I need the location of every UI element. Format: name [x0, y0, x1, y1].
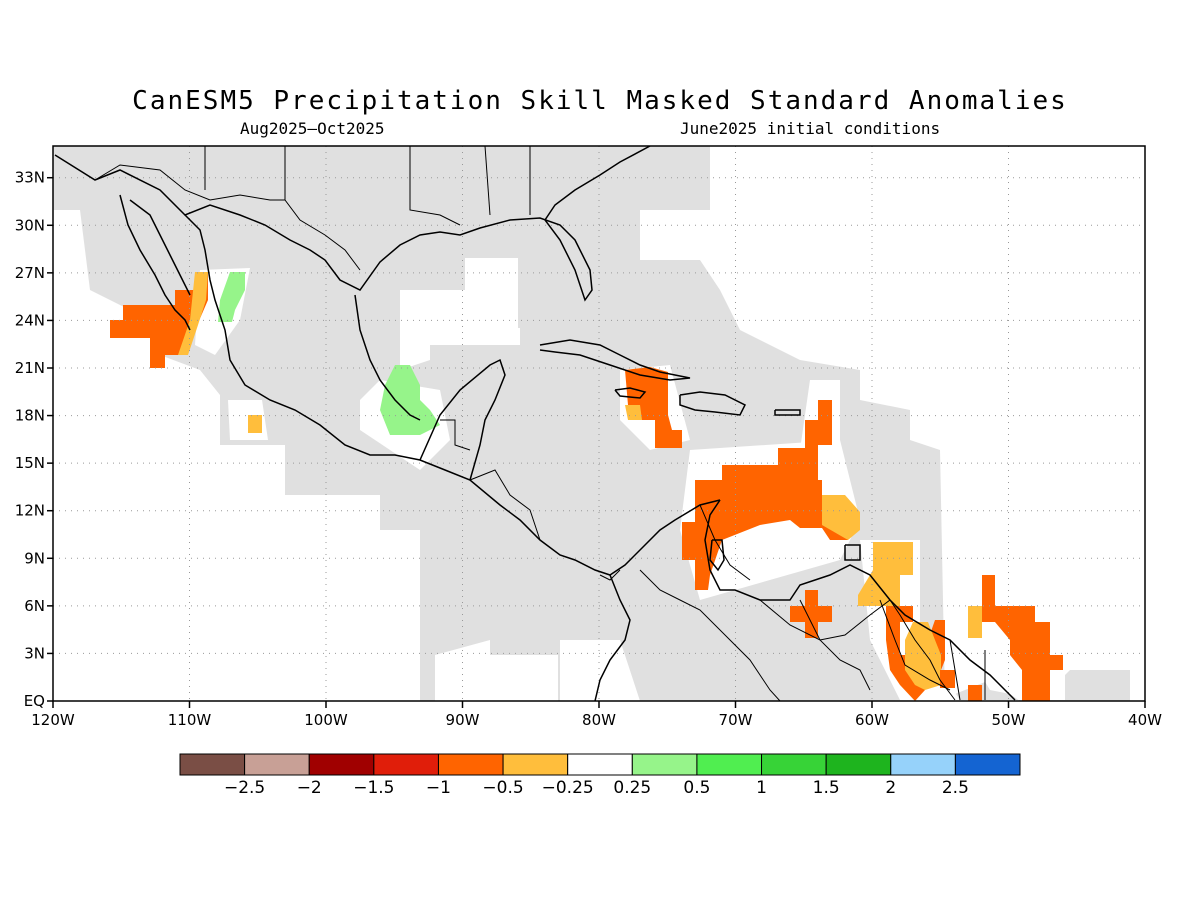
anomaly-jamaica-area [625, 405, 642, 420]
y-tick-label: 15N [15, 454, 45, 472]
y-tick-label: 18N [15, 407, 45, 425]
y-tick-label: 21N [15, 359, 45, 377]
skill-mask [53, 146, 1130, 701]
anomaly-french-guiana-atlantic [982, 575, 1063, 701]
colorbar-swatch [244, 753, 310, 776]
anomaly-windward-islands [822, 495, 860, 540]
forecast-period: Aug2025—Oct2025 [240, 119, 385, 138]
colorbar-swatch [631, 753, 698, 776]
anomaly-lesser-antilles [805, 400, 832, 465]
political-borders [94, 146, 986, 701]
y-tick-label: EQ [24, 692, 45, 710]
initial-conditions: June2025 initial conditions [680, 119, 941, 138]
anomaly-suriname [968, 606, 982, 638]
y-tick-label: 12N [15, 502, 45, 520]
longitude-axis: 120W 110W 100W 90W 80W 70W 60W 50W 40W [31, 701, 1162, 729]
colorbar-swatch [179, 753, 246, 776]
colorbar-label: −1.5 [353, 778, 394, 798]
y-tick-label: 30N [15, 216, 45, 234]
anomaly-colombia-north [790, 590, 832, 638]
colorbar-label: 2 [885, 778, 896, 798]
anomaly-hispaniola-west [625, 367, 682, 448]
colorbar-label: 1 [756, 778, 767, 798]
colorbar-label: 2.5 [942, 778, 969, 798]
anomaly-french-guiana-small [940, 670, 955, 688]
colorbar-swatch [567, 753, 633, 776]
latitude-axis: EQ 3N 6N 9N 12N 15N 18N 21N 24N 27N 30N 33N [15, 169, 53, 710]
colorbar-swatch [825, 753, 892, 776]
colorbar-swatch [373, 753, 439, 776]
y-tick-label: 33N [15, 169, 45, 187]
colorbar-label: 1.5 [813, 778, 840, 798]
colorbar-swatch [308, 753, 375, 776]
colorbar-swatch [502, 753, 569, 776]
x-tick-label: 110W [168, 711, 212, 729]
x-tick-label: 100W [304, 711, 348, 729]
x-tick-label: 90W [446, 711, 480, 729]
x-tick-label: 120W [31, 711, 75, 729]
y-tick-label: 27N [15, 264, 45, 282]
y-tick-label: 9N [24, 549, 45, 567]
colorbar-label: 0.5 [683, 778, 710, 798]
anomaly-bay-of-campeche [380, 365, 440, 435]
colorbar-label: −1 [426, 778, 451, 798]
map-title: CanESM5 Precipitation Skill Masked Stand… [132, 86, 1068, 116]
colorbar-label: −0.25 [542, 778, 594, 798]
colorbar-label: −2 [297, 778, 322, 798]
colorbar-swatch [761, 753, 827, 776]
colorbar: −2.5 −2 −1.5 −1 −0.5 −0.25 0.25 0.5 1 1.5 2 2.5 [179, 753, 1021, 798]
colorbar-label: 0.25 [613, 778, 651, 798]
x-tick-label: 60W [855, 711, 889, 729]
colorbar-swatch [696, 753, 763, 776]
anomaly-baja-california-edge [178, 272, 208, 355]
anomaly-mexico-west-coast-small [248, 415, 262, 433]
x-tick-label: 80W [582, 711, 616, 729]
colorbar-label: −0.5 [482, 778, 523, 798]
colorbar-swatch [954, 753, 1021, 776]
anomaly-suriname-small [968, 685, 982, 701]
colorbar-swatch [890, 753, 956, 776]
x-tick-label: 70W [719, 711, 753, 729]
x-tick-label: 40W [1128, 711, 1162, 729]
y-tick-label: 3N [24, 644, 45, 662]
y-tick-label: 24N [15, 311, 45, 329]
y-tick-label: 6N [24, 597, 45, 615]
graticule [53, 146, 1145, 701]
colorbar-label: −2.5 [224, 778, 265, 798]
colorbar-swatch [437, 753, 504, 776]
map-plot-area [53, 146, 1145, 701]
anomaly-gulf-of-california [218, 272, 245, 322]
x-tick-label: 50W [992, 711, 1026, 729]
anomaly-caribbean-south [682, 448, 848, 590]
coastlines [54, 146, 1016, 701]
